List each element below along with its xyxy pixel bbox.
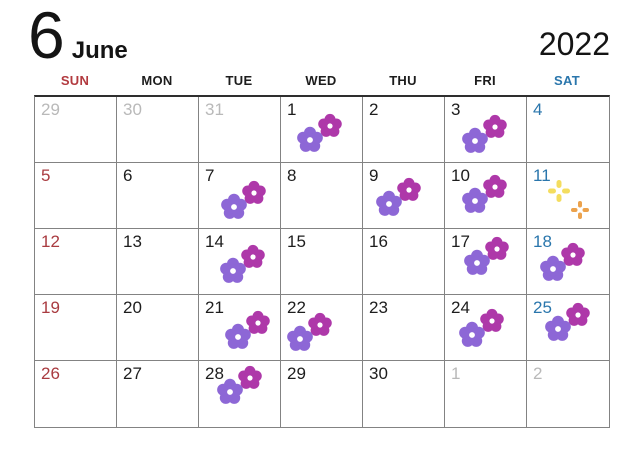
calendar-cell: 17	[445, 229, 527, 295]
day-number: 6	[123, 166, 133, 185]
calendar-cell: 14	[199, 229, 281, 295]
day-number: 16	[369, 232, 388, 251]
day-number: 31	[205, 100, 224, 119]
day-number: 22	[287, 298, 306, 317]
day-number: 30	[123, 100, 142, 119]
weekday-label-sun: SUN	[60, 73, 90, 88]
calendar-cell: 27	[117, 361, 199, 427]
calendar-cell: 7	[199, 163, 281, 229]
weekday-label-tue: TUE	[225, 73, 253, 88]
weekday-row: SUN MON TUE WED THU FRI SAT	[34, 73, 608, 88]
calendar-cell: 18	[527, 229, 609, 295]
calendar-cell: 24	[445, 295, 527, 361]
flower-pair-icon	[460, 114, 512, 156]
day-number: 26	[41, 364, 60, 383]
day-number: 13	[123, 232, 142, 251]
calendar-cell: 28	[199, 361, 281, 427]
day-number: 25	[533, 298, 552, 317]
day-number: 18	[533, 232, 552, 251]
calendar-cell: 23	[363, 295, 445, 361]
calendar-cell: 31	[199, 97, 281, 163]
calendar-cell: 12	[35, 229, 117, 295]
day-number: 20	[123, 298, 142, 317]
calendar-title: 6 June	[28, 2, 128, 68]
day-number: 21	[205, 298, 224, 317]
month-name: June	[71, 37, 128, 64]
calendar-cell: 20	[117, 295, 199, 361]
calendar-cell: 15	[281, 229, 363, 295]
flower-pair-icon	[285, 312, 337, 354]
flower-pair-icon	[295, 113, 347, 155]
day-number: 17	[451, 232, 470, 251]
day-number: 11	[533, 166, 551, 185]
day-number: 4	[533, 100, 543, 119]
day-number: 10	[451, 166, 470, 185]
calendar-cell: 25	[527, 295, 609, 361]
day-number: 27	[123, 364, 142, 383]
day-number: 29	[41, 100, 60, 119]
weekday-label-mon: MON	[141, 73, 173, 88]
day-number: 2	[533, 364, 543, 383]
flower-pair-icon	[374, 177, 426, 219]
calendar-cell: 13	[117, 229, 199, 295]
day-number: 9	[369, 166, 379, 185]
calendar-cell: 11	[527, 163, 609, 229]
day-number: 23	[369, 298, 388, 317]
calendar-cell: 5	[35, 163, 117, 229]
day-number: 24	[451, 298, 470, 317]
calendar-cell: 9	[363, 163, 445, 229]
calendar-cell: 8	[281, 163, 363, 229]
calendar-grid: 29 30 31 1 2 3 4 5 6 7 8 9 10 11 12 13 14 15 16 17 18 19 20 21 2…	[34, 95, 610, 428]
day-number: 28	[205, 364, 224, 383]
day-number: 14	[205, 232, 224, 251]
weekday-label-thu: THU	[389, 73, 417, 88]
day-number: 5	[41, 166, 51, 185]
flower-pair-icon	[219, 180, 271, 222]
day-number: 3	[451, 100, 461, 119]
flower-pair-icon	[218, 244, 270, 286]
calendar-cell: 2	[363, 97, 445, 163]
sparkles-icon	[544, 178, 594, 224]
day-number: 2	[369, 100, 379, 119]
calendar-cell: 30	[117, 97, 199, 163]
month-number: 6	[28, 0, 65, 72]
day-number: 30	[369, 364, 388, 383]
calendar-cell: 2	[527, 361, 609, 427]
day-number: 7	[205, 166, 215, 185]
calendar-cell: 6	[117, 163, 199, 229]
calendar-cell: 4	[527, 97, 609, 163]
calendar-cell: 19	[35, 295, 117, 361]
year-label: 2022	[538, 26, 610, 62]
day-number: 29	[287, 364, 306, 383]
flower-pair-icon	[223, 310, 275, 352]
calendar-cell: 16	[363, 229, 445, 295]
calendar-cell: 26	[35, 361, 117, 427]
calendar-cell: 10	[445, 163, 527, 229]
calendar-cell: 29	[281, 361, 363, 427]
calendar-cell: 22	[281, 295, 363, 361]
day-number: 12	[41, 232, 60, 251]
weekday-label-fri: FRI	[474, 73, 496, 88]
calendar-cell: 29	[35, 97, 117, 163]
day-number: 1	[451, 364, 461, 383]
calendar-cell: 30	[363, 361, 445, 427]
calendar-cell: 3	[445, 97, 527, 163]
weekday-label-wed: WED	[305, 73, 337, 88]
weekday-label-sat: SAT	[554, 73, 580, 88]
day-number: 15	[287, 232, 306, 251]
day-number: 8	[287, 166, 297, 185]
calendar-cell: 21	[199, 295, 281, 361]
day-number: 1	[287, 100, 297, 119]
day-number: 19	[41, 298, 60, 317]
calendar-cell: 1	[445, 361, 527, 427]
calendar-cell: 1	[281, 97, 363, 163]
